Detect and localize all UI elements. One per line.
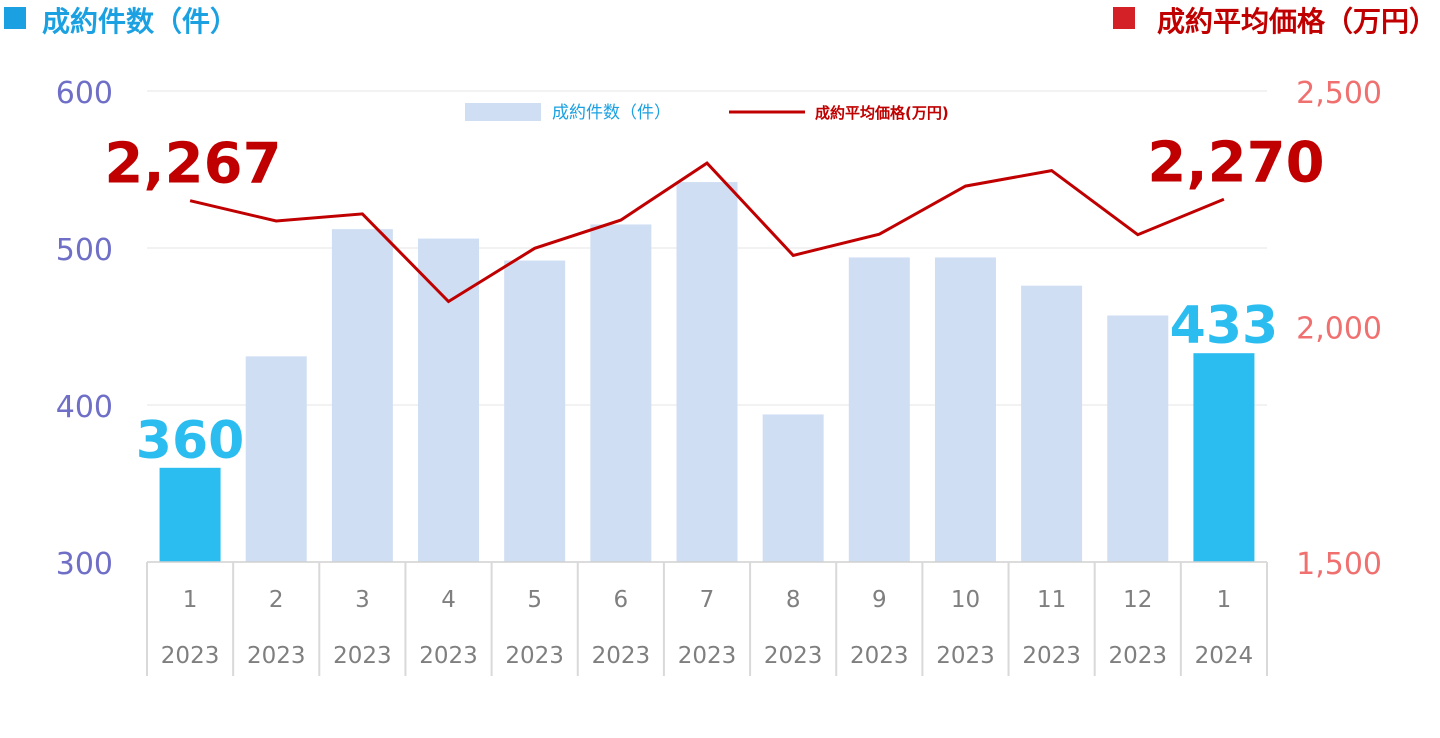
category-month-label: 5: [527, 587, 542, 613]
category-year-label: 2023: [247, 643, 306, 669]
category-year-label: 2023: [764, 643, 823, 669]
right-axis: 1,500 2,000 2,500: [1296, 76, 1382, 582]
category-month-label: 8: [786, 587, 801, 613]
bar: [934, 257, 996, 562]
category-year-label: 2023: [678, 643, 737, 669]
bar-series: [159, 182, 1255, 562]
right-title-marker: [1113, 7, 1135, 29]
line-data-label: 2,267: [104, 132, 281, 197]
bar: [676, 182, 738, 562]
left-tick-label: 500: [56, 233, 113, 268]
category-month-label: 12: [1123, 587, 1152, 613]
bar: [504, 260, 566, 562]
bar: [590, 224, 652, 562]
legend-line-label: 成約平均価格(万円): [815, 104, 949, 122]
category-axis: 1 2023 2 2023 3 2023 4 2023 5 2023 6 2023 7 2023 8 2023…: [146, 561, 1268, 676]
bar: [245, 356, 307, 562]
bar: [1193, 353, 1255, 562]
category-year-label: 2023: [1022, 643, 1081, 669]
left-tick-label: 300: [56, 547, 113, 582]
category-year-label: 2023: [505, 643, 564, 669]
right-tick-label: 2,000: [1296, 312, 1382, 347]
left-title-marker: [4, 7, 26, 29]
category-month-label: 6: [614, 587, 629, 613]
bar: [1021, 285, 1083, 562]
left-tick-label: 600: [56, 76, 113, 111]
bar-data-label: 433: [1170, 296, 1279, 356]
bar-data-label: 360: [136, 411, 245, 471]
category-month-label: 2: [269, 587, 284, 613]
category-year-label: 2023: [592, 643, 651, 669]
right-tick-label: 1,500: [1296, 547, 1382, 582]
category-month-label: 3: [355, 587, 370, 613]
data-labels: 360 433 2,267 2,270: [104, 130, 1324, 470]
left-axis: 300 400 500 600: [56, 76, 113, 582]
bar: [159, 467, 221, 562]
legend-bar-swatch: [465, 103, 541, 121]
left-axis-title: 成約件数（件）: [42, 5, 238, 38]
line-series: [189, 161, 1225, 304]
category-month-label: 4: [441, 587, 456, 613]
category-month-label: 1: [183, 587, 198, 613]
category-month-label: 1: [1217, 587, 1232, 613]
category-year-label: 2023: [1108, 643, 1167, 669]
bar: [331, 229, 393, 562]
category-year-label: 2023: [936, 643, 995, 669]
bar: [762, 414, 824, 562]
category-year-label: 2023: [850, 643, 909, 669]
category-month-label: 9: [872, 587, 887, 613]
bar: [1107, 315, 1169, 562]
category-year-label: 2024: [1195, 643, 1254, 669]
left-tick-label: 400: [56, 390, 113, 425]
legend-bar-label: 成約件数（件）: [552, 103, 671, 123]
category-month-label: 10: [951, 587, 980, 613]
category-year-label: 2023: [161, 643, 220, 669]
category-year-label: 2023: [419, 643, 478, 669]
price-line: [189, 161, 1225, 304]
line-data-label: 2,270: [1147, 130, 1324, 195]
category-month-label: 11: [1037, 587, 1066, 613]
bar: [418, 238, 480, 562]
category-month-label: 7: [700, 587, 715, 613]
right-axis-title: 成約平均価格（万円）: [1157, 5, 1437, 38]
bar: [848, 257, 910, 562]
right-tick-label: 2,500: [1296, 76, 1382, 111]
category-year-label: 2023: [333, 643, 392, 669]
